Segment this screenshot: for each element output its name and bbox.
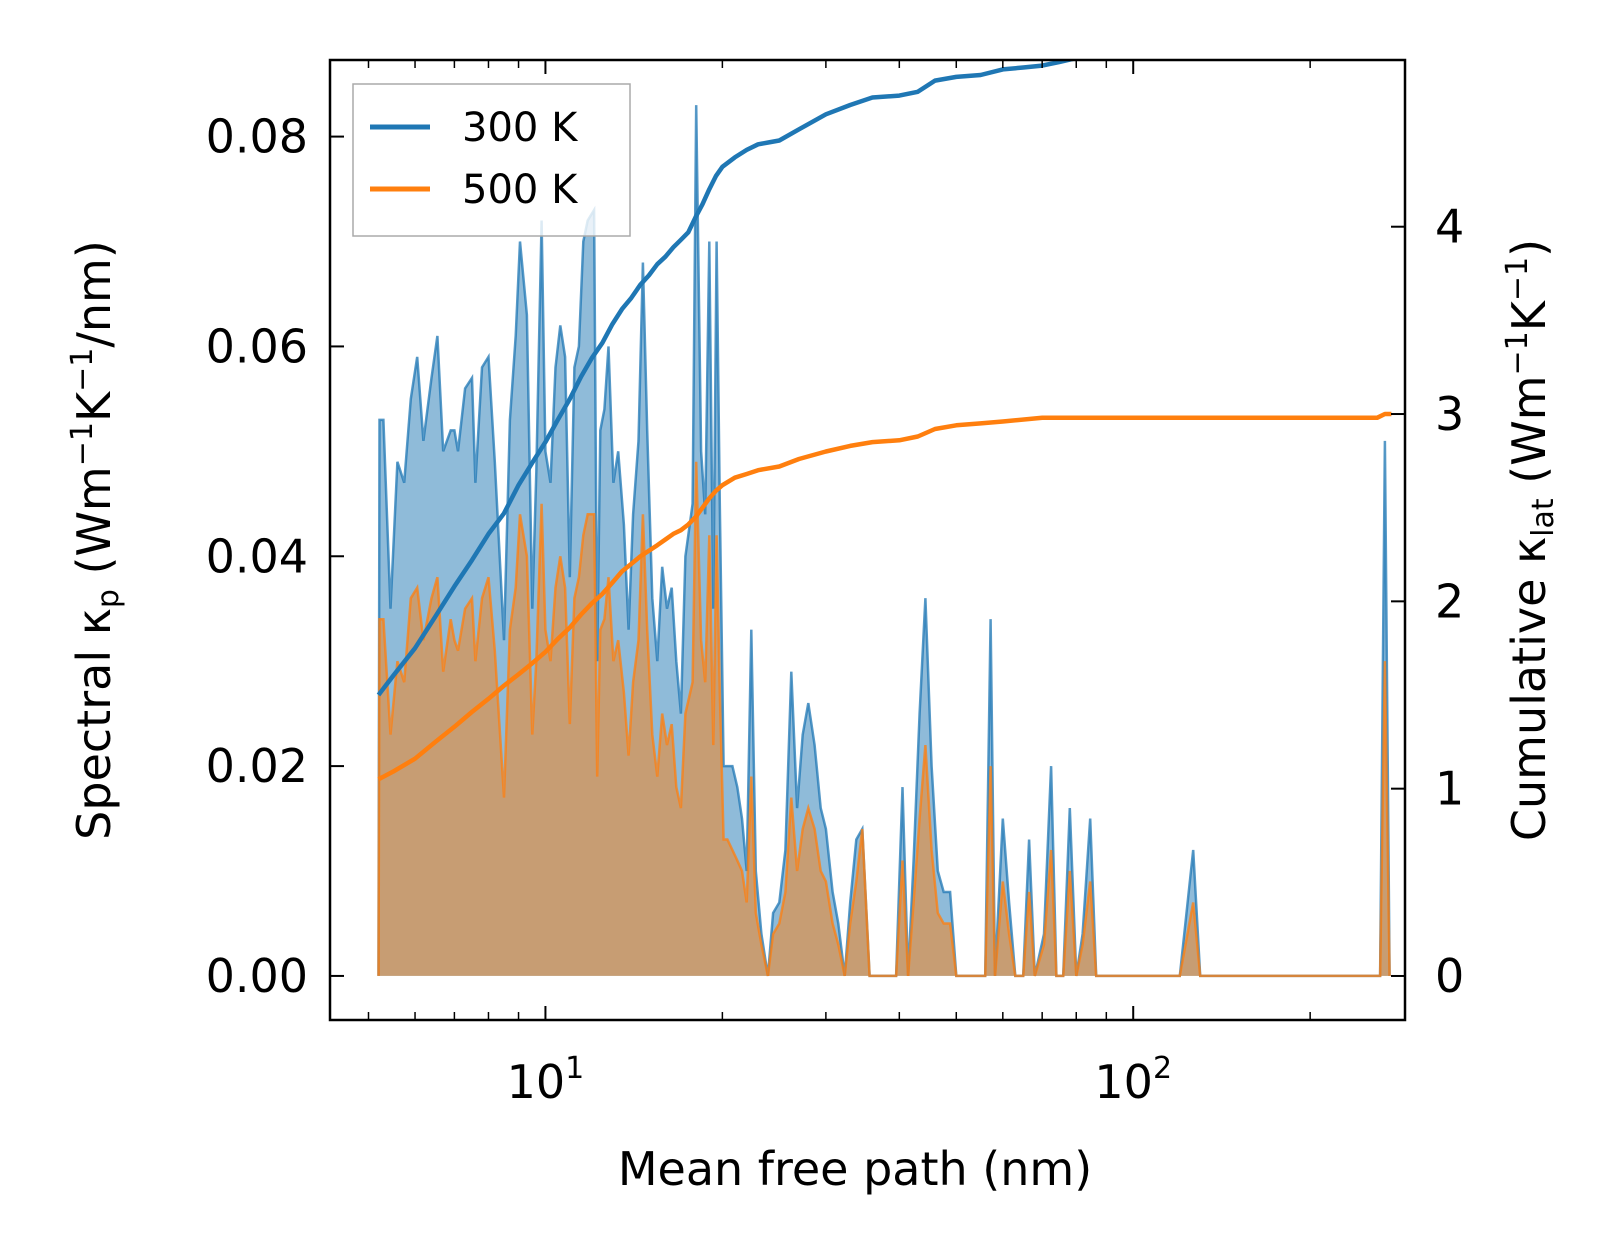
left-y-title-close: /nm) <box>67 240 121 347</box>
y-left-tick-label: 0.08 <box>206 110 308 164</box>
legend-label-500k: 500 K <box>462 167 579 213</box>
cumulative-line-500k <box>377 411 1392 782</box>
y-right-tick-label: 0 <box>1435 949 1464 1003</box>
y-right-tick-label: 1 <box>1435 762 1464 816</box>
y-left-tick-label: 0.02 <box>206 739 308 793</box>
left-y-title-prefix: Spectral κ <box>67 608 121 840</box>
y-left-tick-label: 0.00 <box>206 949 308 1003</box>
legend-label-300k: 300 K <box>462 105 579 151</box>
x-tick-label: 101 <box>507 1051 585 1109</box>
legend-box <box>352 83 631 237</box>
x-axis-title: Mean free path (nm) <box>618 1142 1092 1196</box>
right-y-title-open: (Wm <box>1502 375 1556 498</box>
left-y-title-sup2: −1 <box>65 348 100 392</box>
left-y-title-open: (Wm <box>67 466 121 589</box>
y-left-tick-label: 0.06 <box>206 319 308 373</box>
y-right-tick-label: 3 <box>1435 387 1464 441</box>
series-layer <box>376 60 1392 978</box>
spectral-line-500k <box>377 461 1391 978</box>
x-tick-label: 102 <box>1094 1051 1172 1109</box>
right-y-axis-title: Cumulative κlat (Wm−1K−1) <box>1500 239 1561 841</box>
y-right-tick-label: 4 <box>1435 200 1464 254</box>
left-y-title-sup1: −1 <box>65 422 100 466</box>
right-y-title-mid: K <box>1502 299 1556 331</box>
right-y-title-close: ) <box>1502 239 1556 257</box>
spectral-line-300k <box>377 105 1391 978</box>
right-y-title-sup1: −1 <box>1500 331 1535 375</box>
x-tick-label-exponent: 2 <box>1153 1051 1172 1086</box>
right-y-title-prefix: Cumulative κ <box>1502 537 1556 841</box>
legend: 300 K 500 K <box>352 83 631 237</box>
x-tick-label-base: 10 <box>1094 1055 1153 1109</box>
y-right-tick-label: 2 <box>1435 574 1464 628</box>
right-y-title-subscript: lat <box>1526 498 1561 537</box>
x-tick-label-base: 10 <box>507 1055 566 1109</box>
left-y-title-mid: K <box>67 390 121 422</box>
y-left-tick-label: 0.04 <box>206 529 308 583</box>
plot-frame <box>328 58 1407 1022</box>
left-y-title-subscript: p <box>91 589 126 608</box>
cumulative-line-300k <box>376 60 1079 697</box>
right-y-title-sup2: −1 <box>1500 257 1535 301</box>
x-tick-label-exponent: 1 <box>565 1051 584 1086</box>
spectral-area-500k <box>378 461 1390 976</box>
left-y-axis-title: Spectral κp (Wm−1K−1/nm) <box>65 240 126 840</box>
